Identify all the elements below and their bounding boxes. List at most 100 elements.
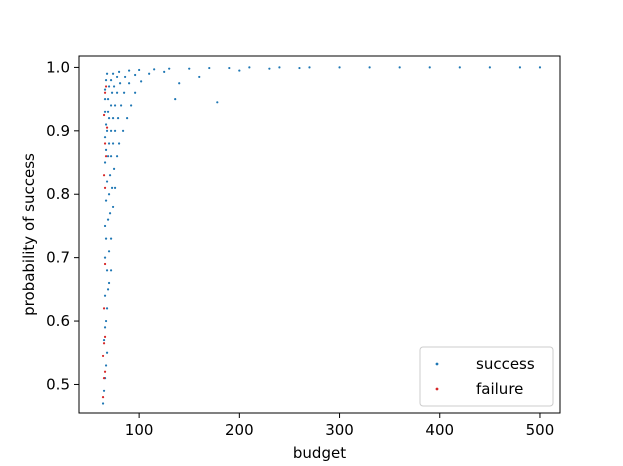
failure-point [103,142,107,145]
success-point [298,66,301,70]
success-point [278,66,281,69]
success-point [106,98,110,101]
success-point [124,75,127,79]
success-point [104,148,108,151]
success-point [174,98,177,101]
success-point [102,389,106,392]
success-point [113,186,117,189]
success-point [140,80,143,83]
failure-point [103,370,107,373]
success-point [368,66,371,69]
success-point [148,72,151,75]
success-point [107,281,111,285]
success-point [115,91,119,94]
success-point [488,66,491,69]
x-tick-label: 400 [425,421,454,439]
failure-point [103,262,107,266]
x-tick-label: 300 [325,421,354,439]
success-point [458,66,461,69]
y-tick-label: 1.0 [46,58,70,76]
success-point [109,237,113,240]
success-point [104,319,108,323]
success-point [104,364,108,367]
success-point [113,104,117,107]
success-point [109,104,113,107]
x-axis-label: budget [293,444,346,462]
success-point [112,85,116,88]
failure-point [102,174,106,177]
success-point [428,66,431,69]
success-point [107,142,111,145]
failure-point [102,377,106,380]
success-point [121,129,125,132]
y-tick-label: 0.9 [46,122,70,140]
success-point [103,88,107,91]
legend-marker-success [435,362,439,366]
success-point [103,326,107,329]
success-point [112,167,116,170]
failure-point [103,91,107,94]
success-point [128,82,131,85]
success-point [103,136,107,139]
y-axis-label: probability of success [20,153,38,316]
success-point [109,79,113,82]
success-point [103,256,107,259]
success-point [134,91,137,94]
x-tick-label: 200 [225,421,254,439]
success-point [107,85,111,88]
success-point [106,288,110,291]
success-point [216,101,219,104]
success-point [163,70,166,73]
success-point [106,155,110,158]
success-point [103,294,107,297]
success-point [108,212,112,215]
success-point [117,142,121,145]
success-point [153,68,156,71]
failure-point [104,155,108,158]
legend-box [419,346,554,407]
success-point [198,75,201,79]
success-point [118,82,122,85]
success-point [111,205,115,209]
success-point [105,351,109,354]
success-point [116,117,120,120]
success-point [248,66,251,69]
success-point [109,269,113,272]
success-point [105,72,109,75]
failure-point [102,342,106,345]
success-point [111,117,115,120]
success-point [308,66,311,69]
failure-point [104,85,108,88]
success-point [115,75,119,79]
plot-frame [78,55,561,414]
success-point [117,70,121,73]
success-point [105,180,109,183]
success-point [105,129,109,132]
success-point [109,129,113,132]
y-tick-label: 0.6 [46,312,70,330]
success-point [108,174,112,177]
y-tick-label: 0.8 [46,185,70,203]
success-point [105,307,109,310]
success-point [109,155,113,158]
success-point [208,66,211,70]
success-point [338,66,341,69]
success-point [538,66,542,69]
success-point [104,79,108,82]
failure-point [102,113,106,117]
success-point [103,161,107,164]
success-point [111,142,115,145]
x-tick-label: 100 [125,421,154,439]
success-point [105,269,109,272]
success-point [398,66,401,69]
success-point [119,104,123,107]
plot-area [78,55,561,414]
data-points [101,66,542,405]
success-point [103,110,107,113]
success-point [107,193,111,196]
x-tick-label: 500 [526,421,555,439]
legend-label-success: success [476,355,535,373]
success-point [111,72,115,75]
success-point [168,67,171,70]
